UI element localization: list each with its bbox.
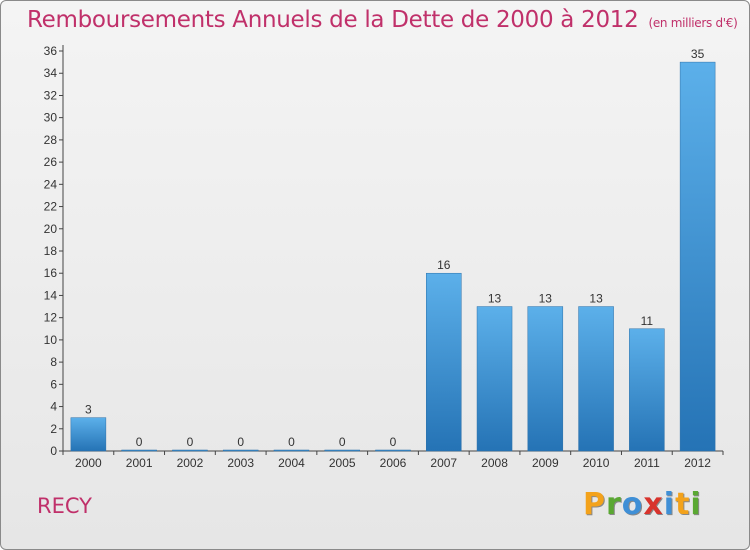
y-tick-label: 18	[44, 244, 58, 258]
title-text: Remboursements Annuels de la Dette de 20…	[27, 7, 639, 33]
y-tick-label: 12	[44, 311, 58, 325]
data-label: 13	[539, 292, 553, 306]
x-tick-label: 2001	[126, 456, 153, 470]
bar	[476, 306, 513, 452]
y-tick-label: 30	[44, 111, 58, 125]
x-tick-label: 2008	[481, 456, 508, 470]
y-tick-label: 34	[44, 66, 58, 80]
chart-title: Remboursements Annuels de la Dette de 20…	[27, 7, 738, 33]
y-tick-label: 0	[50, 444, 57, 458]
commune-name: RECY	[37, 494, 92, 518]
data-label: 0	[288, 435, 295, 449]
x-tick-label: 2010	[583, 456, 610, 470]
y-tick-label: 16	[44, 266, 58, 280]
data-label: 0	[136, 435, 143, 449]
logo-letter: i	[663, 487, 676, 522]
x-tick-label: 2012	[684, 456, 711, 470]
y-tick-label: 20	[44, 222, 58, 236]
data-label: 0	[237, 435, 244, 449]
x-tick-label: 2009	[532, 456, 559, 470]
logo-letter: t	[675, 487, 691, 522]
y-tick-label: 24	[44, 177, 58, 191]
x-tick-label: 2003	[227, 456, 254, 470]
bar	[629, 328, 665, 452]
proxiti-logo: Proxiti	[583, 487, 702, 522]
y-tick-label: 10	[44, 333, 58, 347]
bar	[324, 449, 360, 452]
data-label: 0	[390, 435, 397, 449]
data-label: 0	[339, 435, 346, 449]
y-tick-label: 26	[44, 155, 58, 169]
bar	[426, 272, 462, 452]
y-tick-label: 14	[44, 288, 58, 302]
data-label: 13	[589, 292, 603, 306]
x-tick-label: 2007	[430, 456, 457, 470]
x-tick-label: 2005	[329, 456, 356, 470]
logo-letter: r	[606, 487, 622, 522]
bar	[578, 306, 614, 452]
logo-letter: x	[643, 487, 664, 522]
bar	[222, 449, 259, 452]
bar	[70, 417, 107, 452]
x-tick-label: 2000	[75, 456, 102, 470]
bar	[375, 449, 411, 452]
y-tick-label: 2	[50, 422, 57, 436]
bar	[679, 61, 716, 452]
y-tick-label: 36	[44, 44, 58, 58]
y-tick-label: 8	[50, 355, 57, 369]
y-tick-label: 6	[50, 377, 57, 391]
x-tick-label: 2006	[380, 456, 407, 470]
y-tick-label: 22	[44, 200, 58, 214]
bar	[273, 449, 310, 452]
data-label: 0	[187, 435, 194, 449]
logo-letter: P	[583, 487, 606, 522]
data-label: 3	[85, 403, 92, 417]
title-unit: (en milliers d'€)	[648, 16, 738, 30]
bar	[527, 306, 564, 452]
logo-letter: i	[690, 487, 702, 522]
x-tick-label: 2011	[634, 456, 660, 470]
y-tick-label: 32	[44, 88, 58, 102]
data-label: 35	[691, 47, 705, 61]
x-tick-label: 2004	[278, 456, 305, 470]
bar	[121, 449, 157, 452]
data-label: 13	[488, 292, 502, 306]
y-tick-label: 4	[50, 400, 57, 414]
data-label: 11	[641, 314, 654, 328]
bar	[172, 449, 208, 452]
logo-letter: o	[621, 487, 644, 522]
x-tick-label: 2002	[177, 456, 204, 470]
y-tick-label: 28	[44, 133, 58, 147]
data-label: 16	[437, 258, 451, 272]
